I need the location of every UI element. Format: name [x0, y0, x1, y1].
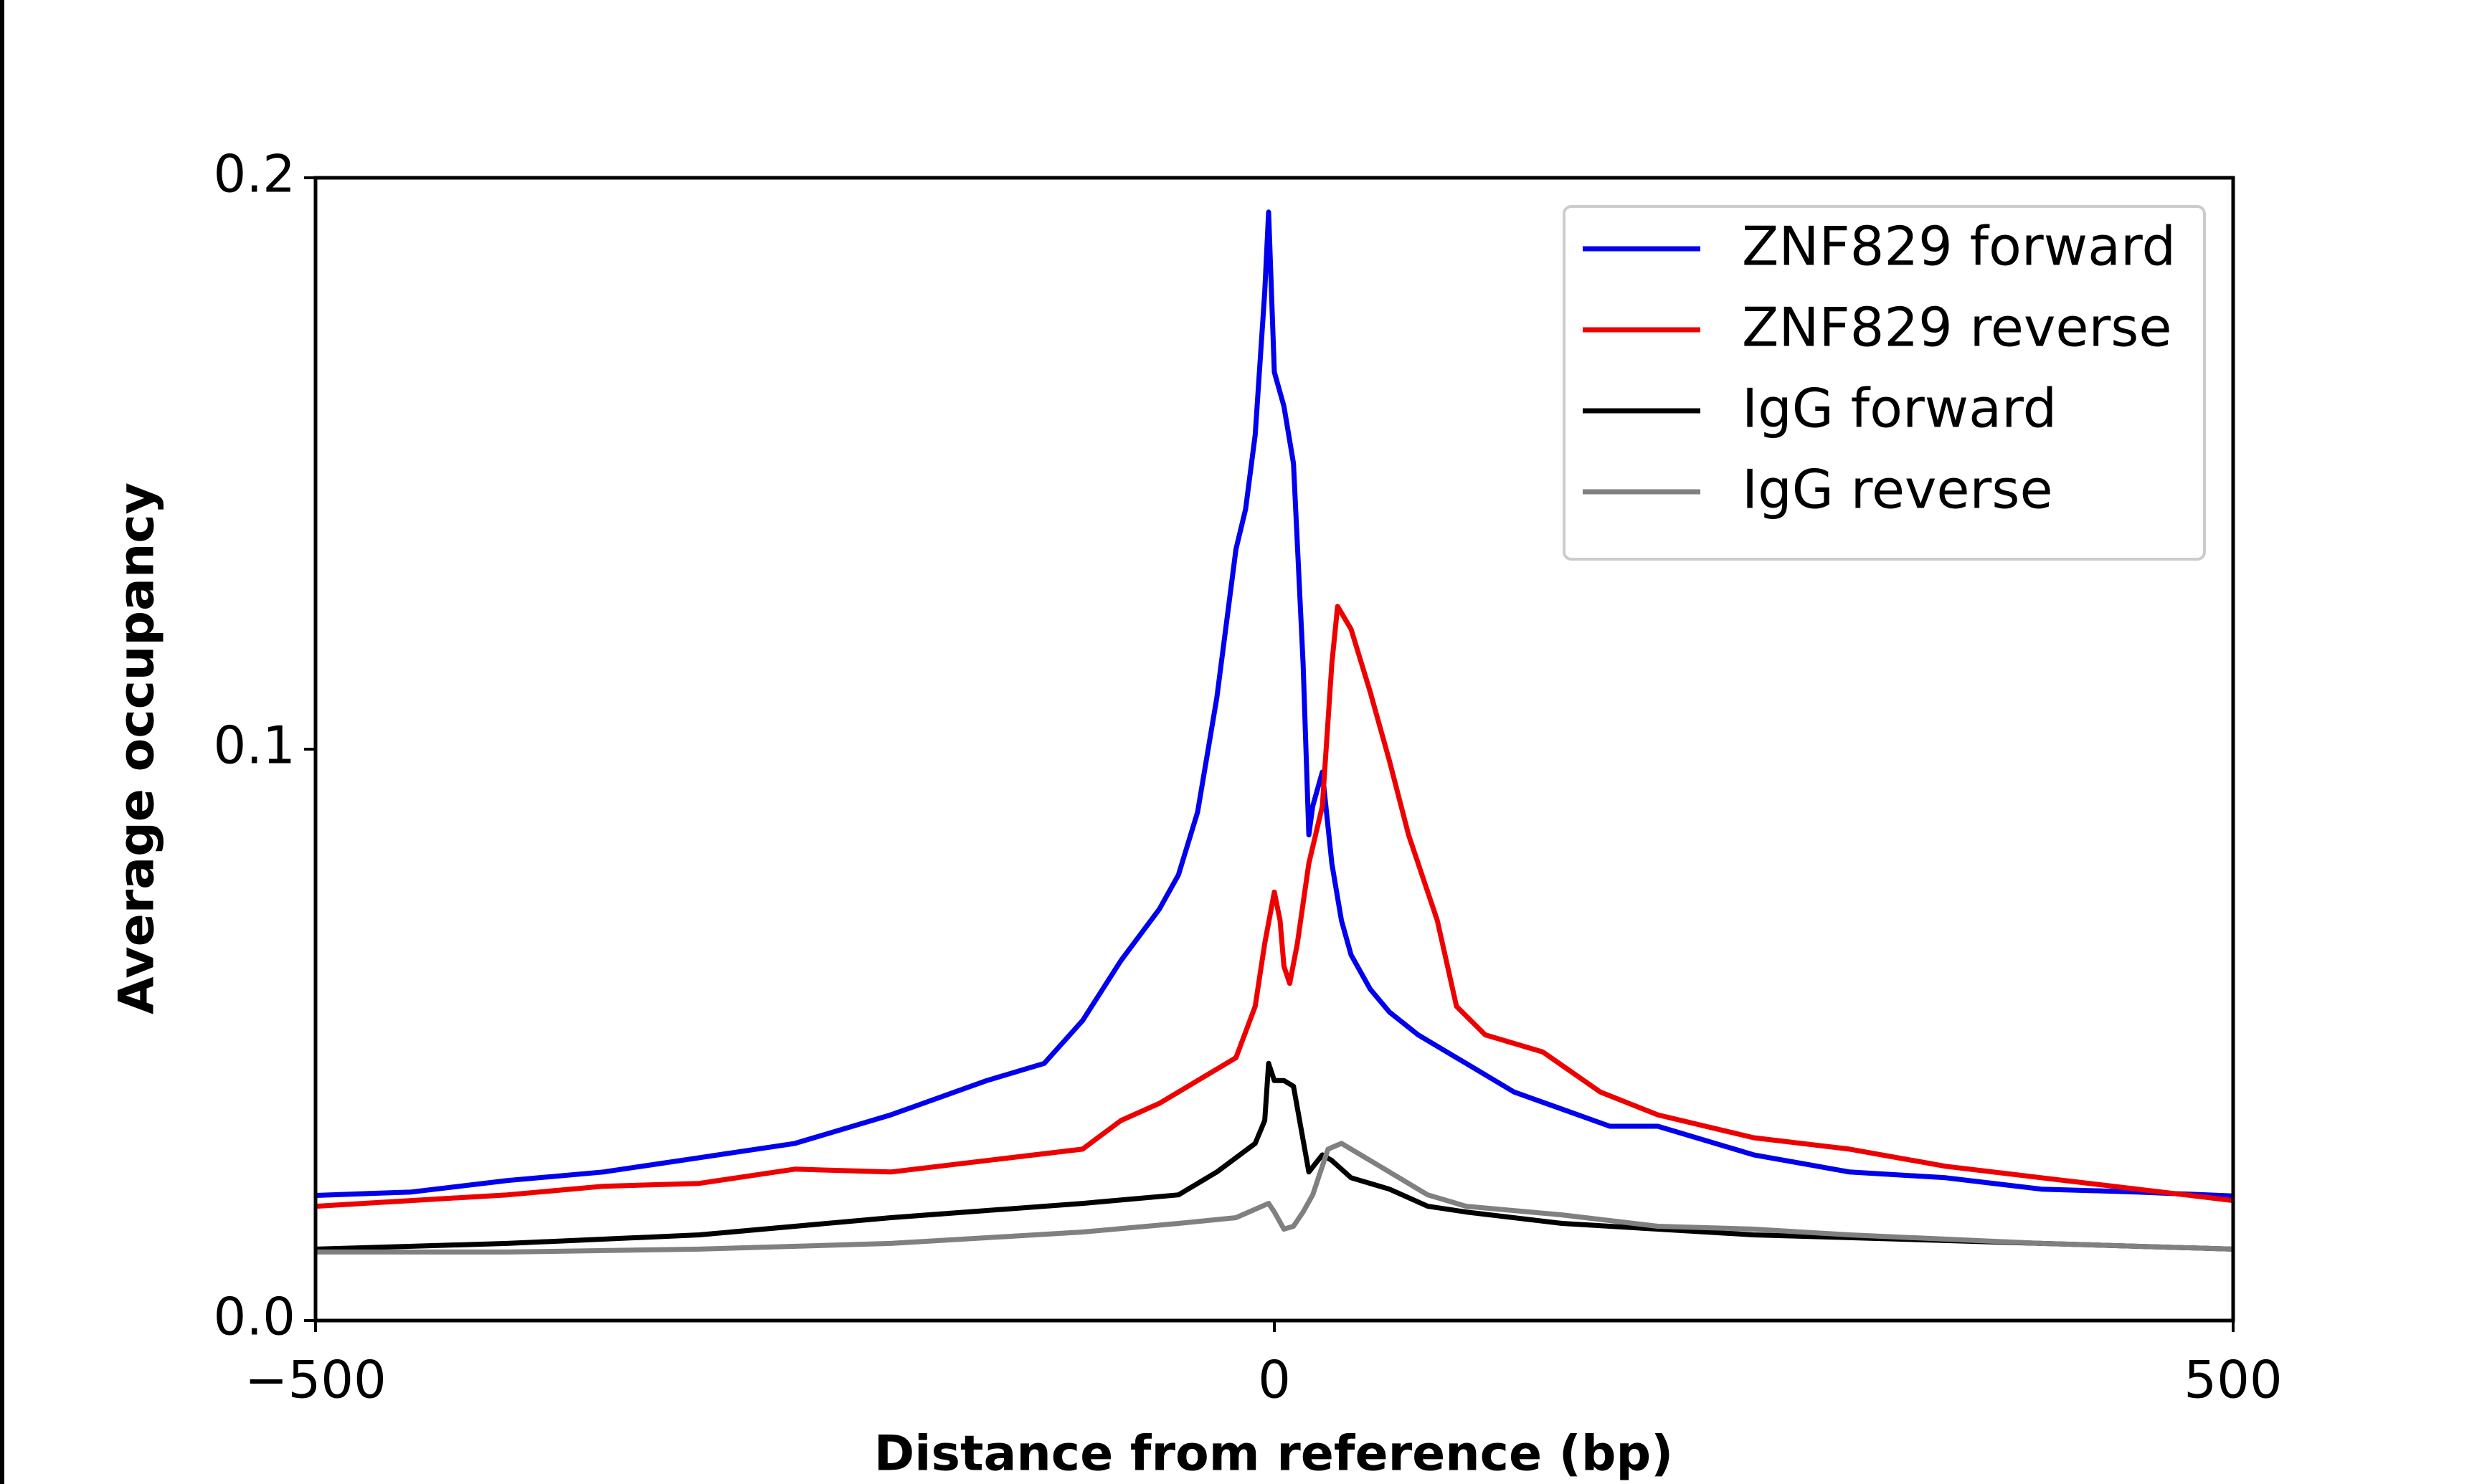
legend-label: IgG forward: [1742, 377, 2057, 440]
x-axis-label: Distance from reference (bp): [874, 1426, 1674, 1483]
x-tick-label: −500: [245, 1350, 387, 1410]
x-tick-label: 0: [1258, 1350, 1291, 1410]
series-line: [316, 1060, 2233, 1252]
series-line: [316, 209, 2233, 1199]
legend-label: ZNF829 forward: [1742, 215, 2176, 278]
legend-label: ZNF829 reverse: [1742, 296, 2172, 359]
series-line: [316, 604, 2233, 1209]
y-axis-label: Average occupancy: [109, 482, 166, 1014]
y-tick-label: 0.0: [213, 1287, 295, 1347]
y-tick-label: 0.1: [213, 715, 295, 776]
plot-frame: [313, 176, 2235, 1323]
y-tick-label: 0.2: [213, 144, 295, 204]
x-tick-label: 500: [2184, 1350, 2282, 1410]
legend-box: [1563, 205, 2206, 561]
series-line: [316, 1141, 2233, 1255]
legend-label: IgG reverse: [1742, 458, 2053, 521]
